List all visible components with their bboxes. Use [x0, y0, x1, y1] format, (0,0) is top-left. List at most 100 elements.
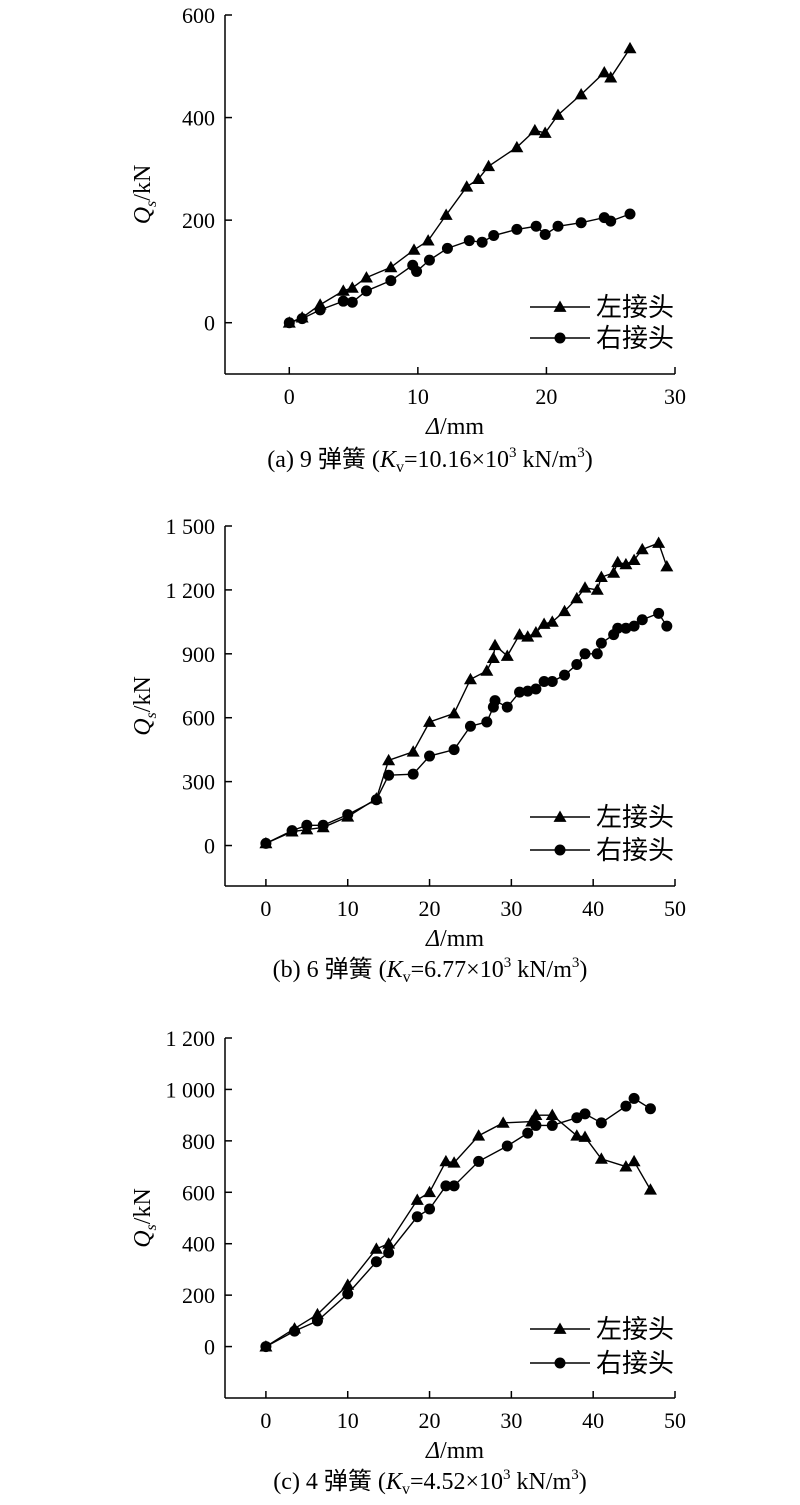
data-point	[538, 126, 552, 138]
series-line	[265, 1114, 652, 1348]
x-axis-label: Δ/mm	[425, 1438, 484, 1464]
series-line	[265, 542, 668, 845]
data-point	[597, 65, 611, 78]
data-point	[496, 1116, 510, 1128]
data-point	[501, 1140, 513, 1152]
data-point	[383, 769, 395, 781]
data-point	[511, 223, 523, 235]
y-tick-label: 200	[182, 1283, 215, 1308]
data-point	[530, 683, 542, 695]
data-point	[463, 672, 477, 685]
data-point	[644, 1103, 656, 1115]
data-point	[595, 637, 607, 649]
data-point	[296, 313, 308, 325]
data-point	[510, 140, 524, 153]
x-tick-label: 30	[500, 1408, 522, 1433]
data-point	[441, 242, 453, 254]
data-point	[260, 1341, 272, 1353]
panel-caption: (c) 4 弹簧 (Kv=4.52×103 kN/m3)	[273, 1467, 586, 1498]
data-point	[336, 284, 350, 296]
data-point	[424, 1203, 436, 1215]
data-point	[411, 1211, 423, 1223]
x-tick-label: 0	[284, 384, 295, 409]
data-point	[546, 676, 558, 688]
data-point	[337, 295, 349, 307]
data-point	[575, 217, 587, 229]
data-point	[636, 614, 648, 626]
data-point	[283, 317, 295, 329]
data-point	[591, 648, 603, 660]
legend-marker	[553, 300, 567, 312]
data-point	[476, 236, 488, 248]
data-point	[369, 1242, 383, 1254]
data-point	[627, 553, 641, 565]
data-point	[538, 676, 550, 688]
x-tick-label: 10	[337, 896, 359, 921]
data-point	[594, 1152, 608, 1164]
x-tick-label: 50	[664, 896, 686, 921]
data-point	[612, 622, 624, 634]
data-point	[501, 701, 513, 713]
data-point	[628, 1092, 640, 1104]
data-point	[611, 555, 625, 568]
y-tick-label: 400	[182, 1232, 215, 1257]
x-tick-label: 10	[337, 1408, 359, 1433]
data-point	[661, 620, 673, 632]
x-tick-label: 0	[260, 1408, 271, 1433]
data-point	[522, 1127, 534, 1139]
data-point	[604, 71, 618, 83]
legend-label: 左接头	[596, 1315, 674, 1345]
x-tick-label: 40	[582, 896, 604, 921]
legend-label: 右接头	[596, 324, 674, 354]
y-axis-label: Qs/kN	[130, 165, 160, 225]
legend-label: 左接头	[596, 803, 674, 833]
data-point	[439, 1154, 453, 1167]
y-tick-label: 1 200	[166, 578, 216, 603]
data-point	[342, 1288, 354, 1300]
series-left-joint	[259, 1108, 657, 1352]
data-point	[464, 720, 476, 732]
data-point	[311, 1315, 323, 1327]
series-left-joint	[259, 536, 674, 849]
chart-panel-1: 0 200 400 600 0 10 20 30 Δ/mm Qs/kN (a) 9 弹簧 (Kv=1…	[130, 3, 686, 476]
data-point	[643, 1183, 657, 1195]
data-point	[579, 1108, 591, 1120]
data-point	[260, 837, 272, 849]
legend-label: 右接头	[596, 836, 674, 866]
data-point	[552, 220, 564, 232]
y-tick-label: 0	[204, 1335, 215, 1360]
data-point	[623, 41, 637, 54]
data-point	[619, 557, 633, 570]
data-point	[423, 1185, 437, 1198]
data-point	[545, 1108, 559, 1121]
series-right-joint	[260, 607, 673, 849]
data-point	[448, 1180, 460, 1192]
data-point	[447, 706, 461, 719]
data-point	[382, 1237, 396, 1249]
legend-marker	[554, 844, 566, 856]
data-point	[570, 591, 584, 604]
data-point	[574, 87, 588, 100]
data-point	[359, 271, 373, 283]
data-point	[595, 1117, 607, 1129]
x-tick-label: 10	[407, 384, 429, 409]
data-point	[360, 285, 372, 297]
data-point	[489, 695, 501, 707]
data-point	[448, 744, 460, 756]
series-right-joint	[283, 208, 636, 329]
x-axis-label: Δ/mm	[425, 926, 484, 952]
data-point	[314, 304, 326, 316]
x-tick-label: 0	[260, 896, 271, 921]
legend-marker	[553, 810, 567, 822]
data-point	[486, 651, 500, 663]
panel-caption: (a) 9 弹簧 (Kv=10.16×103 kN/m3)	[267, 445, 592, 476]
x-tick-label: 30	[664, 384, 686, 409]
data-point	[439, 208, 453, 220]
legend-marker	[553, 1322, 567, 1334]
chart-panel-3: 0 200 400 600 800 1 000 1 200 0 10 20 30 40 50 Δ/mm Qs…	[130, 1026, 686, 1498]
series-line	[289, 47, 631, 324]
data-point	[513, 628, 527, 640]
data-point	[558, 604, 572, 617]
